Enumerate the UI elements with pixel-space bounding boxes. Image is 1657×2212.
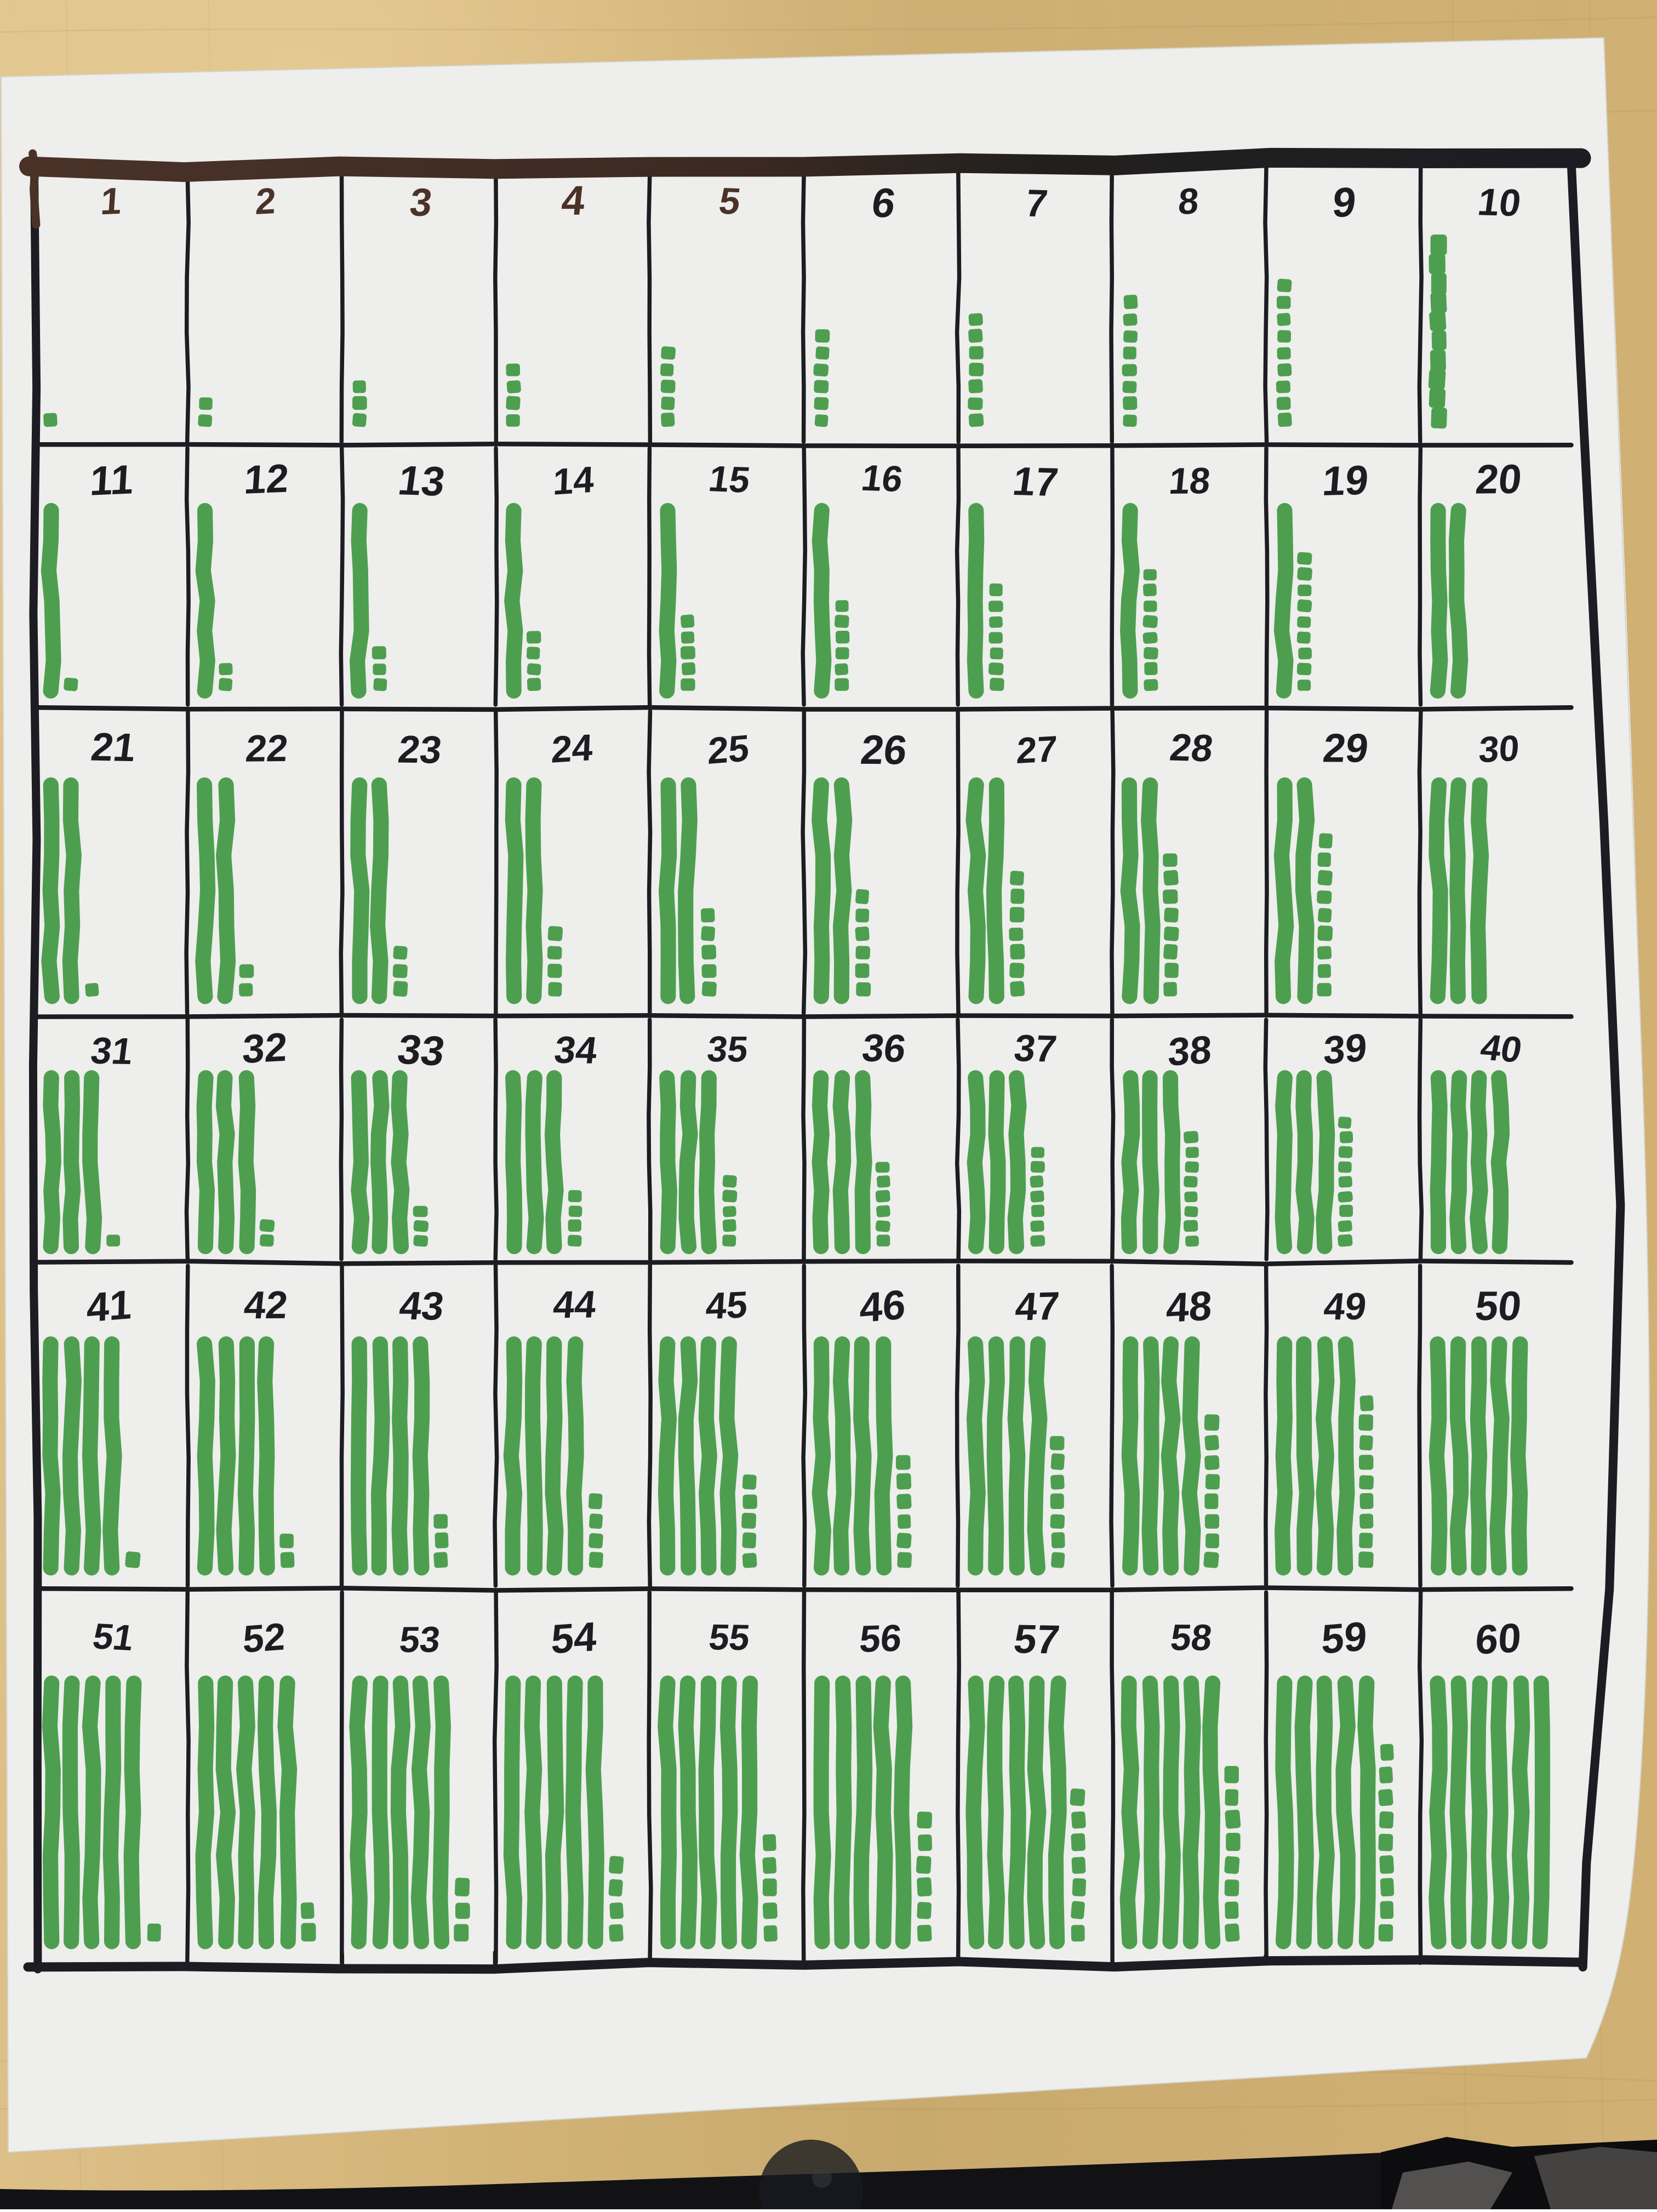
- svg-text:15: 15: [706, 459, 753, 500]
- svg-text:47: 47: [1014, 1284, 1061, 1329]
- svg-text:58: 58: [1168, 1617, 1214, 1658]
- svg-text:27: 27: [1015, 729, 1058, 771]
- svg-text:9: 9: [1330, 179, 1358, 226]
- svg-text:52: 52: [242, 1615, 286, 1661]
- svg-text:12: 12: [243, 456, 290, 502]
- svg-text:10: 10: [1475, 181, 1523, 225]
- svg-text:60: 60: [1475, 1614, 1522, 1663]
- svg-text:48: 48: [1165, 1282, 1213, 1331]
- svg-text:53: 53: [398, 1620, 442, 1660]
- svg-text:21: 21: [89, 725, 139, 770]
- svg-text:29: 29: [1321, 725, 1371, 771]
- svg-text:11: 11: [89, 456, 135, 504]
- svg-text:36: 36: [860, 1027, 909, 1071]
- svg-text:31: 31: [88, 1030, 135, 1072]
- svg-text:32: 32: [241, 1024, 288, 1072]
- svg-text:55: 55: [707, 1617, 752, 1658]
- svg-text:43: 43: [397, 1284, 447, 1329]
- svg-text:20: 20: [1473, 456, 1523, 502]
- svg-text:38: 38: [1167, 1028, 1213, 1074]
- svg-text:40: 40: [1477, 1027, 1525, 1071]
- svg-text:4: 4: [559, 178, 587, 224]
- svg-text:24: 24: [551, 727, 594, 771]
- svg-text:39: 39: [1323, 1025, 1367, 1072]
- svg-text:59: 59: [1321, 1613, 1368, 1662]
- svg-text:28: 28: [1167, 726, 1215, 770]
- svg-text:30: 30: [1478, 728, 1521, 771]
- svg-text:34: 34: [552, 1028, 600, 1072]
- svg-text:41: 41: [86, 1282, 132, 1331]
- svg-text:14: 14: [552, 459, 595, 503]
- svg-text:51: 51: [90, 1616, 136, 1659]
- svg-text:49: 49: [1322, 1285, 1368, 1328]
- svg-text:8: 8: [1177, 180, 1200, 222]
- svg-text:26: 26: [859, 727, 910, 773]
- svg-text:18: 18: [1167, 460, 1212, 502]
- svg-text:42: 42: [242, 1284, 290, 1327]
- svg-text:56: 56: [858, 1616, 904, 1660]
- svg-text:25: 25: [707, 727, 750, 772]
- svg-text:22: 22: [244, 727, 290, 770]
- svg-text:23: 23: [396, 728, 444, 772]
- svg-text:54: 54: [550, 1613, 597, 1662]
- svg-text:35: 35: [705, 1029, 750, 1070]
- svg-text:50: 50: [1473, 1283, 1523, 1329]
- svg-text:17: 17: [1010, 459, 1061, 505]
- svg-text:33: 33: [395, 1026, 448, 1075]
- svg-text:1: 1: [99, 180, 123, 222]
- svg-text:57: 57: [1012, 1616, 1062, 1662]
- svg-text:44: 44: [551, 1283, 598, 1327]
- svg-text:13: 13: [396, 458, 448, 505]
- svg-text:46: 46: [859, 1282, 906, 1331]
- svg-text:37: 37: [1012, 1027, 1059, 1070]
- svg-text:2: 2: [254, 181, 277, 222]
- svg-text:19: 19: [1321, 457, 1370, 504]
- svg-text:16: 16: [859, 458, 906, 500]
- svg-text:45: 45: [705, 1284, 749, 1327]
